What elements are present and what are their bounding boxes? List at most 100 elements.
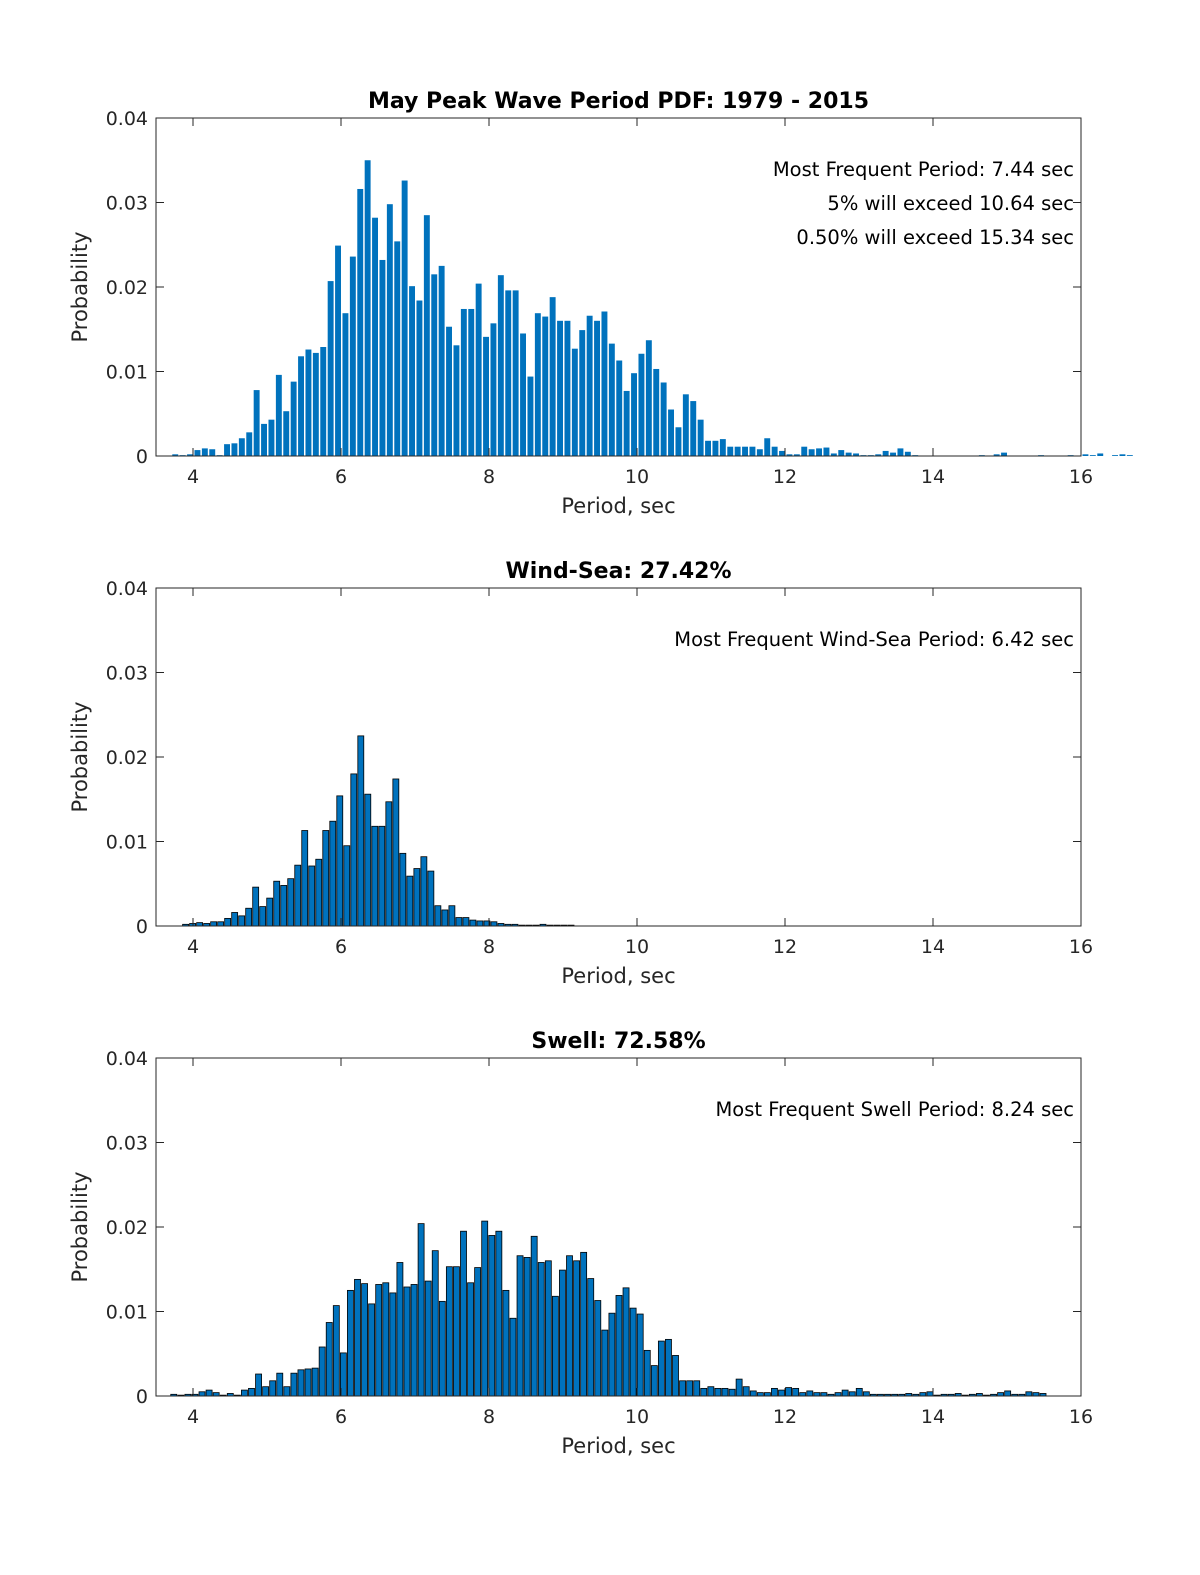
bar <box>926 1391 934 1397</box>
x-axis-label: Period, sec <box>561 964 675 988</box>
bar <box>399 852 407 927</box>
bar <box>793 454 800 456</box>
bar <box>255 1373 262 1397</box>
x-tick-label: 14 <box>921 466 945 488</box>
bars <box>182 735 575 927</box>
x-tick-label: 16 <box>1069 936 1093 958</box>
bar <box>410 1284 418 1397</box>
annotation: Most Frequent Wind-Sea Period: 6.42 sec <box>674 628 1074 651</box>
bar <box>537 1262 545 1397</box>
bar <box>490 921 498 927</box>
bar <box>389 1292 397 1397</box>
bar <box>834 1392 842 1397</box>
x-axis-label: Period, sec <box>561 494 675 518</box>
bar <box>785 1387 793 1397</box>
chart-title: Swell: 72.58% <box>531 1029 705 1054</box>
bar <box>483 336 489 456</box>
y-tick-label: 0.04 <box>106 1048 148 1070</box>
bar <box>241 1389 248 1397</box>
bar <box>530 1235 538 1397</box>
bar <box>616 360 623 456</box>
panel-2: 4 6 8 10 12 14 16 0 0.01 0.02 0.03 0.04 Wind-Sea: 27… <box>68 559 1093 988</box>
bar <box>771 446 778 456</box>
x-tick-label: 12 <box>773 466 797 488</box>
bar <box>304 1368 312 1397</box>
bar <box>475 283 482 456</box>
bar <box>629 1307 637 1397</box>
y-tick-label: 0 <box>136 1386 148 1408</box>
y-tick-label: 0.03 <box>106 193 148 215</box>
bar <box>301 830 309 927</box>
bar <box>290 381 297 456</box>
bar <box>502 1289 510 1397</box>
bar <box>830 453 837 456</box>
bar <box>385 801 393 927</box>
bar <box>845 452 852 456</box>
bar <box>855 1387 863 1397</box>
bar <box>756 1392 764 1397</box>
bar <box>623 390 630 456</box>
y-tick-label: 0.03 <box>106 1133 148 1155</box>
bar <box>735 1378 743 1397</box>
bar <box>238 915 246 927</box>
panel-3: 4 6 8 10 12 14 16 0 0.01 0.02 0.03 0.04 Swell: 72.58… <box>68 1029 1093 1458</box>
bar <box>862 1391 870 1397</box>
bar <box>615 1295 623 1397</box>
y-tick-label: 0.01 <box>106 832 148 854</box>
bar <box>420 856 428 927</box>
bar <box>194 450 201 456</box>
bar <box>364 793 372 927</box>
bar <box>311 1367 319 1397</box>
annotation: Most Frequent Swell Period: 8.24 sec <box>715 1098 1074 1121</box>
y-tick-label: 0.04 <box>106 108 148 130</box>
bar <box>252 886 260 927</box>
bar <box>675 427 682 456</box>
bar <box>742 446 748 456</box>
x-tick-label: 12 <box>773 936 797 958</box>
bar <box>520 333 526 456</box>
bar <box>657 1340 665 1397</box>
x-tick-label: 10 <box>625 936 649 958</box>
bar <box>248 1387 255 1397</box>
bar <box>403 1286 411 1397</box>
bar <box>392 778 400 927</box>
bar <box>714 1387 722 1397</box>
bar <box>231 443 238 456</box>
bar <box>287 878 295 927</box>
bar <box>368 1303 376 1397</box>
bar <box>668 409 674 456</box>
bar <box>823 447 830 456</box>
bar <box>707 1386 715 1397</box>
bar <box>205 1389 213 1397</box>
bar <box>217 921 225 927</box>
bar <box>1001 452 1007 456</box>
bar <box>1025 1391 1033 1397</box>
bar <box>224 444 230 456</box>
bar <box>763 1392 771 1397</box>
bar <box>608 1312 616 1397</box>
x-tick-label: 8 <box>483 936 495 958</box>
bar <box>273 880 281 927</box>
bar <box>298 356 304 456</box>
bar <box>749 1390 757 1397</box>
bar <box>460 1230 467 1397</box>
x-tick-label: 16 <box>1069 466 1093 488</box>
bar <box>1126 455 1133 456</box>
bar <box>601 1329 609 1397</box>
bar <box>488 1235 496 1397</box>
bar <box>474 1267 482 1397</box>
y-tick-label: 0 <box>136 446 148 468</box>
bars <box>172 160 1133 457</box>
bar <box>462 917 470 927</box>
bar <box>566 1255 573 1397</box>
bar <box>764 438 771 456</box>
bar <box>305 349 312 456</box>
bar <box>816 448 822 456</box>
bar <box>322 830 330 927</box>
y-axis-label: Probability <box>68 231 92 342</box>
bar <box>771 1387 778 1397</box>
bar <box>586 315 593 456</box>
bar <box>406 875 414 927</box>
bar <box>431 1250 439 1397</box>
x-axis-label: Period, sec <box>561 1434 675 1458</box>
